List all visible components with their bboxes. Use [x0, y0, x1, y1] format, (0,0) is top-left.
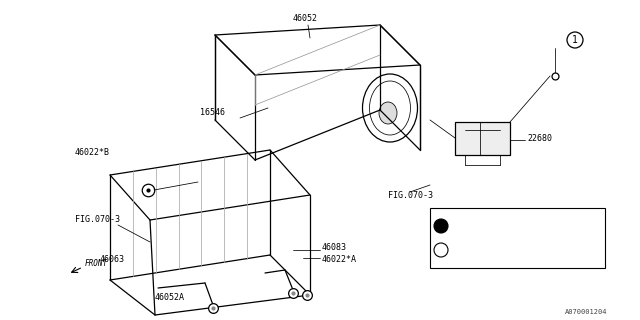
Bar — [455, 122, 510, 155]
Text: 46063: 46063 — [100, 255, 125, 265]
Text: 22680: 22680 — [527, 133, 552, 142]
Text: A070001204: A070001204 — [565, 309, 607, 315]
Bar — [430, 208, 605, 268]
Text: 46052: 46052 — [292, 13, 317, 22]
Circle shape — [434, 219, 448, 233]
Text: 0435S  (-'06MY0512): 0435S (-'06MY0512) — [452, 247, 535, 253]
Text: FIG.070-3: FIG.070-3 — [75, 215, 120, 225]
Text: 1: 1 — [572, 35, 578, 45]
Text: 16546: 16546 — [200, 108, 225, 116]
Text: Q510056('06MY0601-): Q510056('06MY0601-) — [452, 223, 535, 229]
Text: FIG.070-3: FIG.070-3 — [388, 190, 433, 199]
Text: 46022*B: 46022*B — [75, 148, 110, 156]
Ellipse shape — [379, 102, 397, 124]
Text: FRONT: FRONT — [85, 259, 108, 268]
Text: 46083: 46083 — [322, 244, 347, 252]
Text: 46022*A: 46022*A — [322, 255, 357, 265]
Text: 46052A: 46052A — [155, 292, 185, 301]
